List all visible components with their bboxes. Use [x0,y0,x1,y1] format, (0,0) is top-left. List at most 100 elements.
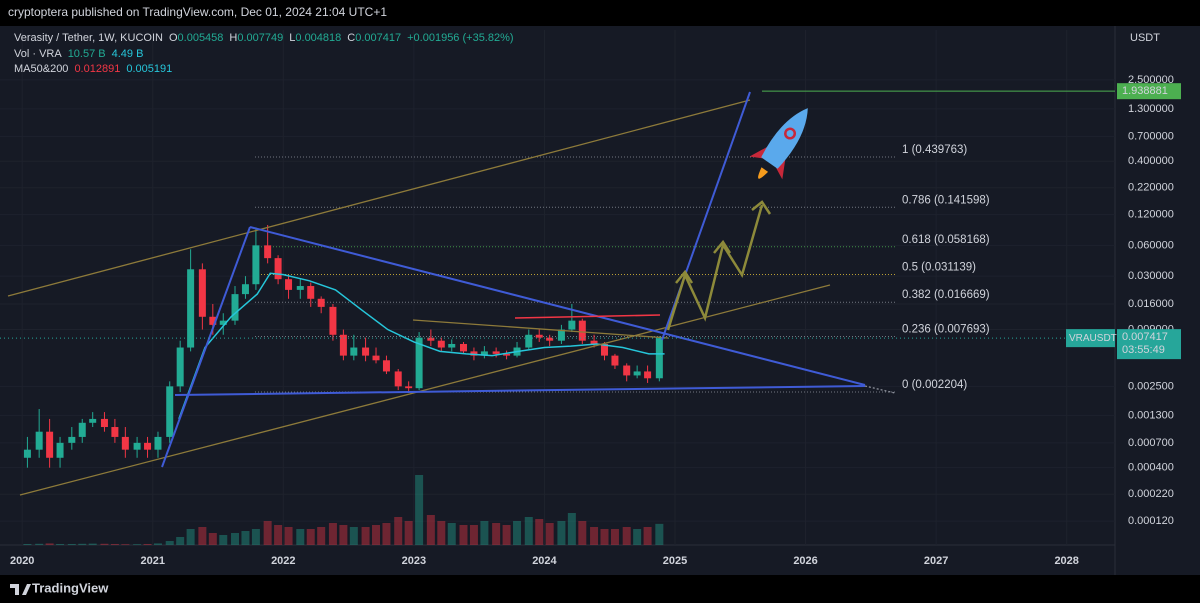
volume-bar [502,525,511,545]
y-tick-label: 0.000120 [1128,515,1174,527]
volume-bar [328,523,337,545]
candle-body [219,320,227,325]
volume-bar [133,544,142,545]
volume-bar [251,529,260,545]
ohlc-value: 0.007417 [355,32,401,44]
volume-bar [492,523,501,545]
volume-value: 10.57 B [68,48,106,60]
volume-bar [198,527,207,545]
blue-line [249,226,866,386]
candle-body [633,371,641,376]
candle-body [578,320,586,341]
last-box [1117,329,1181,360]
fib-label: 0.618 (0.058168) [902,234,990,246]
candle-body [252,245,260,285]
candle-body [448,343,456,348]
candle-body [590,340,598,344]
fib-label: 0.382 (0.016669) [902,289,990,301]
y-tick-label: 0.000220 [1128,488,1174,500]
volume-bar [56,544,65,545]
ma-value: 0.012891 [74,63,120,75]
volume-bar [610,529,619,545]
channel-upper [7,99,751,297]
arrow-head [713,239,732,254]
volume-bar [633,529,642,545]
volume-bar [67,544,76,545]
candle-body [198,269,206,317]
ohlc-value: 0.005458 [178,32,224,44]
volume-bar [404,521,413,545]
volume-bar [415,475,424,545]
plot [0,30,1115,545]
candle-body [209,316,217,325]
x-tick-label: 2026 [793,555,817,567]
ma-line [178,272,665,420]
volume-bar [469,525,478,545]
symbol: Verasity / Tether, 1W, KUCOIN [14,32,163,44]
trendline [412,319,669,339]
ma-value: 0.005191 [126,63,172,75]
candle-body [415,337,423,389]
target-box [1117,83,1181,100]
countdown: 03:55:49 [1122,344,1165,356]
candle-body [166,386,174,437]
candle-body [296,286,304,290]
drawings [7,91,896,496]
volume-bar [186,529,195,545]
symbol-box [1066,329,1115,348]
volume-bar [447,523,456,545]
volume-bar [274,525,283,545]
x-tick-label: 2028 [1054,555,1078,567]
y-tick-label: 0.000400 [1128,462,1174,474]
x-tick-label: 2021 [141,555,165,567]
candle-body [611,355,619,366]
dotted-line [864,385,896,394]
volume-bar [361,527,370,545]
x-tick-label: 2023 [402,555,426,567]
x-tick-label: 2025 [663,555,687,567]
volume-bar [426,515,435,545]
candle-body [525,334,533,348]
volume-bar [78,543,87,545]
candle-body [307,286,315,299]
candle-body [339,334,347,356]
volume-bar [372,525,381,545]
volume-bar [110,544,119,545]
volume-bar [208,533,217,545]
symbol-label: VRAUSDT [1069,333,1117,344]
y-tick-label: 0.220000 [1128,182,1174,194]
volume-bar [622,527,631,545]
candle-body [480,351,488,356]
y-tick-label: 0.002500 [1128,380,1174,392]
rocket [749,108,808,180]
currency: USDT [1130,32,1160,44]
candle-body [231,294,239,321]
fib-label: 0.5 (0.031139) [902,262,976,274]
y-tick-label: 0.700000 [1128,130,1174,142]
candle-body [121,436,129,450]
legend-line: Verasity / Tether, 1W, KUCOIN O0.005458 H0… [14,32,514,44]
candle-body [382,360,390,372]
volume-bar [153,543,162,545]
y-tick-label: 0.030000 [1128,270,1174,282]
volume-bar [88,543,97,545]
y-tick-label: 0.000700 [1128,437,1174,449]
candle-body [568,320,576,330]
blue-line [161,226,251,468]
volume-bar [263,521,272,545]
arrow-head [751,200,772,215]
candle-body [274,258,282,280]
candle-body [100,418,108,428]
fib-label: 0.236 (0.007693) [902,324,990,336]
bottom-bar [0,575,1200,603]
volume-bar [394,517,403,545]
candle-body [372,355,380,361]
fib-label: 0 (0.002204) [902,379,967,391]
candle-body [46,431,54,458]
target-label: 1.938881 [1122,85,1168,97]
volume-bar [176,537,185,545]
y-tick-label: 0.016000 [1128,298,1174,310]
volume-bar [545,523,554,545]
x-tick-label: 2022 [271,555,295,567]
candle-body [154,436,162,450]
